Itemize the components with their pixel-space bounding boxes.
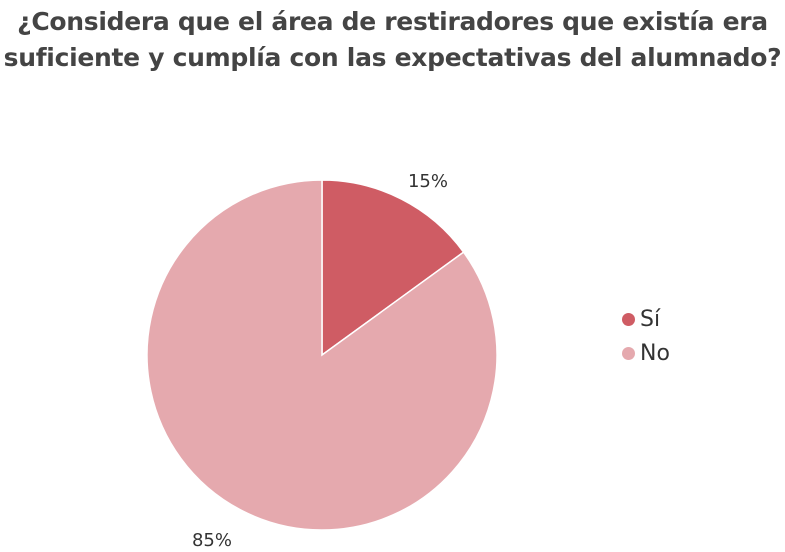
legend-item-si: Sí: [622, 302, 670, 336]
legend-item-no: No: [622, 336, 670, 370]
legend: Sí No: [622, 302, 670, 370]
legend-swatch-si: [622, 312, 635, 326]
pie-labels: 15% 85%: [192, 171, 448, 551]
pie-slice-si: [321, 179, 465, 357]
chart-title-line-1: ¿Considera que el área de restiradores q…: [17, 7, 768, 36]
chart-title: ¿Considera que el área de restiradores q…: [0, 4, 785, 76]
pie-slices: [146, 179, 498, 531]
legend-label-si: Sí: [640, 306, 661, 332]
data-label-no: 85%: [192, 530, 232, 551]
data-label-si: 15%: [408, 171, 448, 192]
legend-label-no: No: [640, 340, 670, 366]
chart-title-line-2: suficiente y cumplía con las expectativa…: [3, 43, 782, 72]
pie-slice-no: [146, 179, 498, 531]
legend-swatch-no: [622, 346, 635, 360]
